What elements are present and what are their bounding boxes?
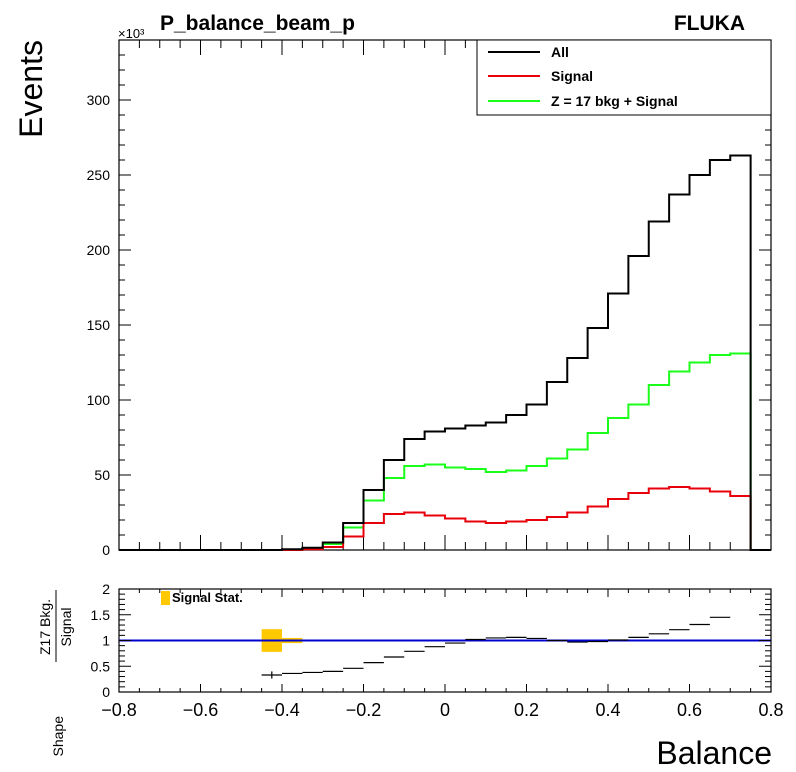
legend-label-z17: Z = 17 bkg + Signal xyxy=(551,93,678,109)
ratio-y-tick-label: 1 xyxy=(102,633,110,649)
ratio-y-tick-label: 1.5 xyxy=(91,607,111,623)
ratio-ylabel-numerator: Z17 Bkg. xyxy=(37,599,53,655)
main-x-ticks xyxy=(118,40,772,550)
ratio-ylabel-denominator: Signal xyxy=(58,608,74,647)
y-tick-label: 0 xyxy=(102,542,110,558)
stat-legend-swatch xyxy=(161,591,170,605)
x-tick-label: −0.4 xyxy=(264,700,300,720)
histograms xyxy=(119,154,771,551)
stat-legend-label: Signal Stat. xyxy=(172,590,243,605)
ratio-y-tick-label: 0 xyxy=(102,684,110,700)
y-tick-label: 300 xyxy=(87,92,111,108)
y-tick-label: 150 xyxy=(87,317,111,333)
ratio-ylabel-prefix: Shape xyxy=(50,716,66,757)
ratio-points xyxy=(261,616,731,679)
main-y-ticks: 0 50 100 150 200 250 300 xyxy=(87,39,771,558)
x-axis-title: Balance xyxy=(656,735,772,771)
x-tick-label: 0.4 xyxy=(595,700,620,720)
x-tick-label: 0.8 xyxy=(758,700,783,720)
y-tick-label: 250 xyxy=(87,167,111,183)
main-plot-frame xyxy=(118,39,772,551)
histogram-z17 xyxy=(119,352,771,551)
x-tick-label: −0.2 xyxy=(346,700,382,720)
legend-label-signal: Signal xyxy=(551,68,593,84)
x-tick-label: 0 xyxy=(440,700,450,720)
legend: All Signal Z = 17 bkg + Signal xyxy=(476,39,772,116)
legend-label-all: All xyxy=(551,44,569,60)
ratio-ticks: −0.8 −0.6 −0.4 −0.2 0 0.2 0.4 0.6 0.8 0 0.5 1 1.5 2 xyxy=(91,581,784,720)
y-tick-label: 100 xyxy=(87,392,111,408)
histogram-all xyxy=(119,154,771,551)
y-tick-label: 200 xyxy=(87,242,111,258)
x-tick-label: 0.6 xyxy=(677,700,702,720)
x-tick-label: −0.6 xyxy=(183,700,219,720)
y-tick-label: 50 xyxy=(94,467,110,483)
generator-tag: FLUKA xyxy=(674,12,745,35)
ratio-y-tick-label: 2 xyxy=(102,581,110,597)
y-axis-title: Events xyxy=(13,40,49,138)
plot-title: P_balance_beam_p xyxy=(160,12,355,35)
y-multiplier: ×10³ xyxy=(118,26,145,41)
x-tick-label: −0.8 xyxy=(101,700,137,720)
ratio-y-tick-label: 0.5 xyxy=(91,658,111,674)
x-tick-label: 0.2 xyxy=(514,700,539,720)
ratio-y-axis-title: Shape Z17 Bkg. Signal xyxy=(37,590,74,756)
